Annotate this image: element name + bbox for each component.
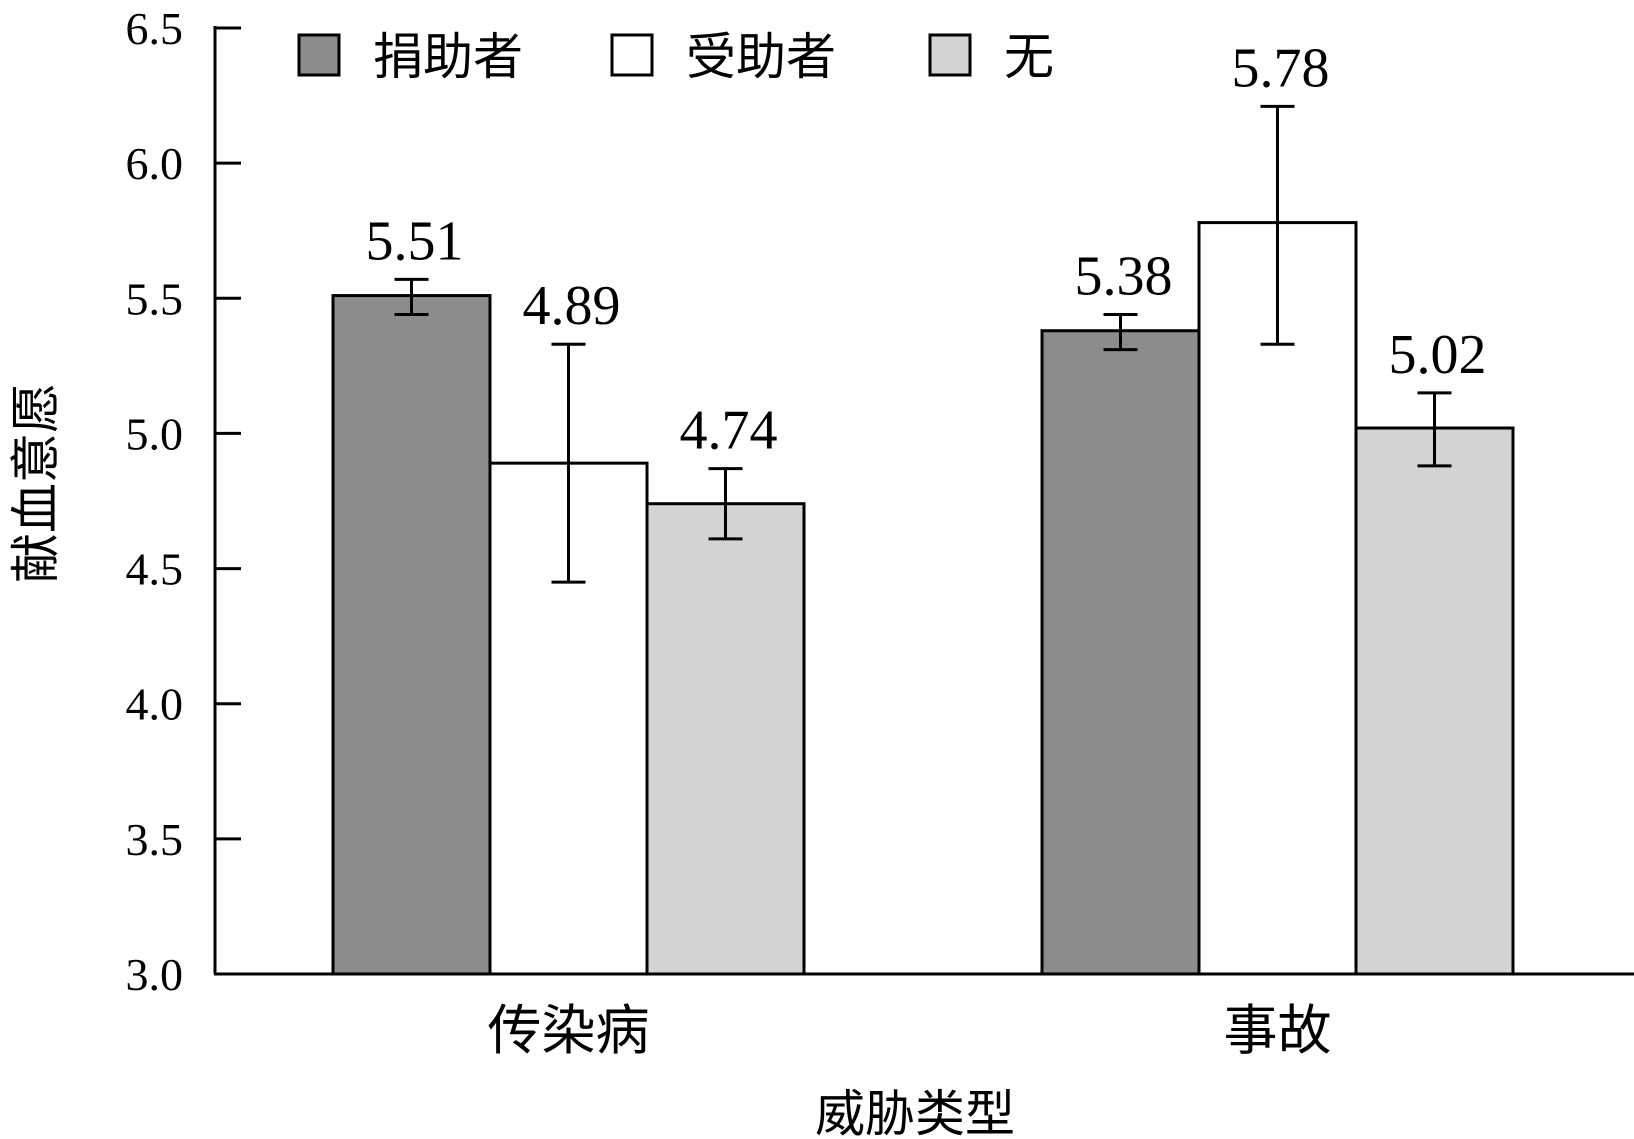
y-tick-label-4: 5.0 bbox=[126, 408, 184, 459]
category-label-1: 传染病 bbox=[488, 999, 650, 1062]
value-label-1-2: 5.38 bbox=[1075, 246, 1173, 308]
y-tick-label-7: 6.5 bbox=[126, 3, 184, 54]
legend-item-1: 捐助者 bbox=[297, 28, 523, 86]
legend-label-1: 捐助者 bbox=[373, 28, 523, 86]
value-label-3-1: 4.74 bbox=[680, 400, 778, 462]
bar-3-2 bbox=[1354, 426, 1515, 976]
axes-layer: 3.0 3.5 4.0 4.5 5.0 5.5 6.0 6.5 传染病 事故 bbox=[126, 3, 1634, 1062]
bar-1-2 bbox=[1040, 329, 1201, 976]
y-tick-label-3: 4.5 bbox=[126, 544, 184, 595]
y-tick-label-5: 5.5 bbox=[126, 273, 184, 324]
y-tick-label-0: 3.0 bbox=[126, 949, 184, 1000]
y-axis-title: 献血意愿 bbox=[7, 383, 65, 583]
legend-item-3: 无 bbox=[928, 28, 1054, 86]
value-label-1-1: 5.51 bbox=[366, 210, 464, 272]
x-axis-title: 威胁类型 bbox=[815, 1085, 1015, 1139]
legend-label-2: 受助者 bbox=[686, 28, 836, 86]
bars-layer bbox=[331, 221, 1515, 976]
error-bar-1-1 bbox=[394, 277, 429, 317]
error-bar-1-2 bbox=[1103, 313, 1138, 352]
error-bar-3-1 bbox=[708, 467, 743, 541]
legend-label-3: 无 bbox=[1004, 28, 1054, 86]
bar-3-1 bbox=[645, 502, 806, 976]
bar-1-1 bbox=[331, 294, 492, 976]
error-bar-3-2 bbox=[1417, 391, 1452, 468]
legend-swatch-2 bbox=[610, 33, 654, 77]
value-labels-layer: 5.51 5.38 4.89 5.78 4.74 5.02 bbox=[366, 37, 1487, 461]
value-label-2-2: 5.78 bbox=[1232, 37, 1330, 99]
category-label-2: 事故 bbox=[1224, 999, 1332, 1062]
y-tick-label-2: 4.0 bbox=[126, 679, 184, 730]
error-bar-2-2 bbox=[1260, 104, 1295, 346]
value-label-2-1: 4.89 bbox=[523, 275, 621, 337]
bar-2-2 bbox=[1197, 221, 1358, 976]
legend-swatch-3 bbox=[928, 33, 972, 77]
legend-swatch-1 bbox=[297, 33, 341, 77]
legend: 捐助者 受助者 无 bbox=[297, 28, 1054, 86]
error-bars-layer bbox=[394, 104, 1452, 584]
legend-item-2: 受助者 bbox=[610, 28, 836, 86]
y-tick-label-6: 6.0 bbox=[126, 138, 184, 189]
y-tick-label-1: 3.5 bbox=[126, 814, 184, 865]
value-label-3-2: 5.02 bbox=[1389, 324, 1487, 386]
error-bar-2-1 bbox=[551, 342, 586, 584]
